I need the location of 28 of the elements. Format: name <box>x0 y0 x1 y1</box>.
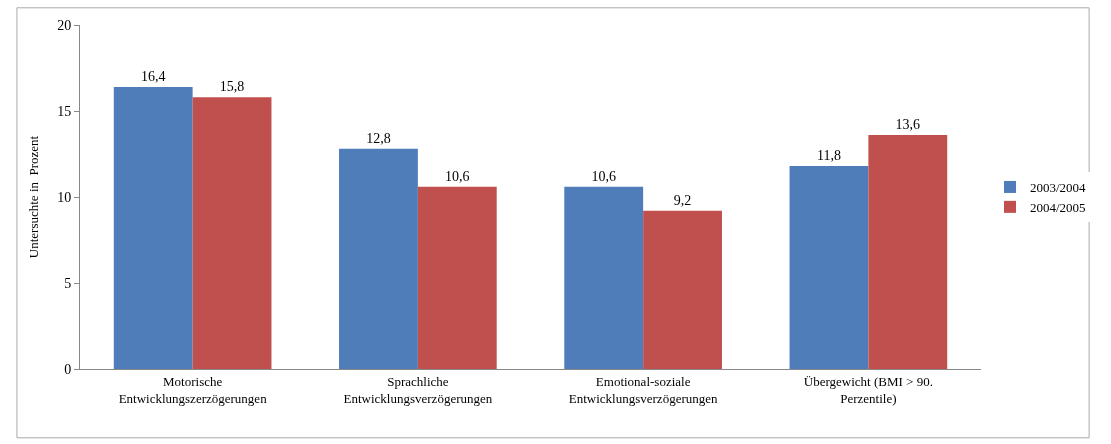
data-label: 11,8 <box>816 148 841 164</box>
data-label: 9,2 <box>673 192 692 208</box>
y-tick-label: 0 <box>64 361 72 377</box>
x-tick-label: Motorische Entwicklungszerzögerungen <box>118 373 268 406</box>
y-tick-label: 20 <box>57 17 72 33</box>
bar <box>789 166 869 369</box>
data-label: 16,4 <box>140 68 166 84</box>
x-tick-label: Sprachliche Entwicklungsverzögerungen <box>343 373 493 406</box>
x-tick-label: Emotional-soziale Entwicklungsverzögerungen <box>568 373 718 406</box>
bar <box>868 135 948 369</box>
data-label: 10,6 <box>445 168 470 184</box>
x-tick-label: Übergewicht (BMI > 90. Perzentile) <box>803 373 933 406</box>
legend-label: 2003/2004 <box>1030 180 1087 196</box>
bar <box>339 148 418 369</box>
bar <box>113 86 193 369</box>
bar <box>192 97 272 369</box>
y-tick-label: 15 <box>57 103 72 119</box>
data-label: 10,6 <box>591 168 616 184</box>
data-label: 13,6 <box>895 117 921 133</box>
legend-label: 2004/2005 <box>1030 199 1086 215</box>
y-tick-label: 10 <box>57 189 72 205</box>
bar <box>643 210 722 369</box>
bar <box>417 186 497 369</box>
data-label: 12,8 <box>366 130 391 146</box>
y-axis-title: Untersuchte in Prozent <box>26 135 42 259</box>
data-label: 15,8 <box>219 79 245 95</box>
y-tick-label: 5 <box>64 275 72 291</box>
bar <box>564 186 644 369</box>
